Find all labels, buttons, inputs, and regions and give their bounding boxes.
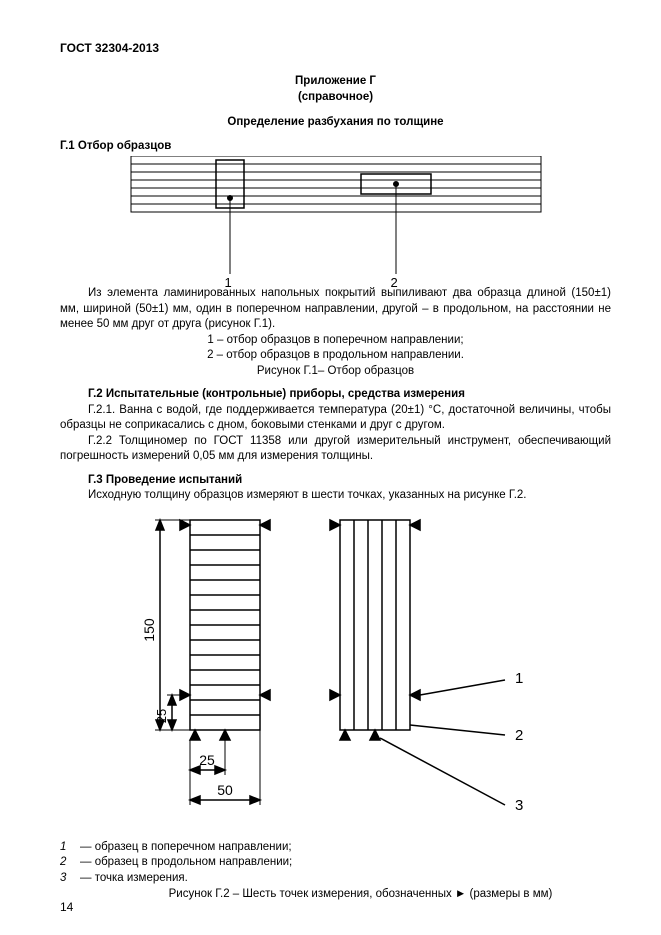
caption-g1-line1: 1 – отбор образцов в поперечном направле… <box>60 333 611 349</box>
section-g3-title: Г.3 Проведение испытаний <box>60 473 611 489</box>
dim-25v: 25 <box>154 709 169 723</box>
page: ГОСТ 32304-2013 Приложение Г (справочное… <box>0 0 661 935</box>
document-title: Определение разбухания по толщине <box>60 115 611 131</box>
caption-g1-line2: 2 – отбор образцов в продольном направле… <box>60 348 611 364</box>
legend-1-num: 1 <box>60 840 80 856</box>
figure-g2-label-3: 3 <box>515 797 523 814</box>
dim-150: 150 <box>141 618 157 642</box>
legend-1-text: — образец в поперечном направлении; <box>80 840 292 856</box>
paragraph-g2-2: Г.2.2 Толщиномер по ГОСТ 11358 или друго… <box>60 434 611 465</box>
legend-3-text: — точка измерения. <box>80 871 188 887</box>
legend-row-3: 3 — точка измерения. <box>60 871 611 887</box>
paragraph-g2-1: Г.2.1. Ванна с водой, где поддерживается… <box>60 403 611 434</box>
section-g1-title: Г.1 Отбор образцов <box>60 139 611 155</box>
legend-row-1: 1 — образец в поперечном направлении; <box>60 840 611 856</box>
paragraph-g1: Из элемента ламинированных напольных пок… <box>60 286 611 333</box>
figure-g1-label-2: 2 <box>391 274 398 292</box>
dim-25h: 25 <box>199 752 215 768</box>
figure-g1-svg <box>121 156 551 286</box>
figure-g1-label-1: 1 <box>225 274 232 292</box>
legend-row-2: 2 — образец в продольном направлении; <box>60 855 611 871</box>
figure-g2-label-2: 2 <box>515 727 523 744</box>
legend-3-num: 3 <box>60 871 80 887</box>
legend-2-text: — образец в продольном направлении; <box>80 855 292 871</box>
figure-g2-label-1: 1 <box>515 670 523 687</box>
dim-50: 50 <box>217 782 233 798</box>
section-g2-title: Г.2 Испытательные (контрольные) приборы,… <box>60 387 611 403</box>
figure-g1-caption: Рисунок Г.1– Отбор образцов <box>60 364 611 380</box>
appendix-title: Приложение Г <box>60 74 611 90</box>
figure-g2-svg: 150 25 25 50 1 2 3 <box>110 510 560 840</box>
page-number: 14 <box>60 899 73 915</box>
figure-g1: 1 2 <box>121 156 551 286</box>
figure-g2: 150 25 25 50 1 2 3 <box>110 510 560 840</box>
document-id: ГОСТ 32304-2013 <box>60 40 611 56</box>
appendix-type: (справочное) <box>60 90 611 106</box>
paragraph-g3: Исходную толщину образцов измеряют в шес… <box>60 488 611 504</box>
figure-g2-caption: Рисунок Г.2 – Шесть точек измерения, обо… <box>110 887 611 903</box>
legend-2-num: 2 <box>60 855 80 871</box>
